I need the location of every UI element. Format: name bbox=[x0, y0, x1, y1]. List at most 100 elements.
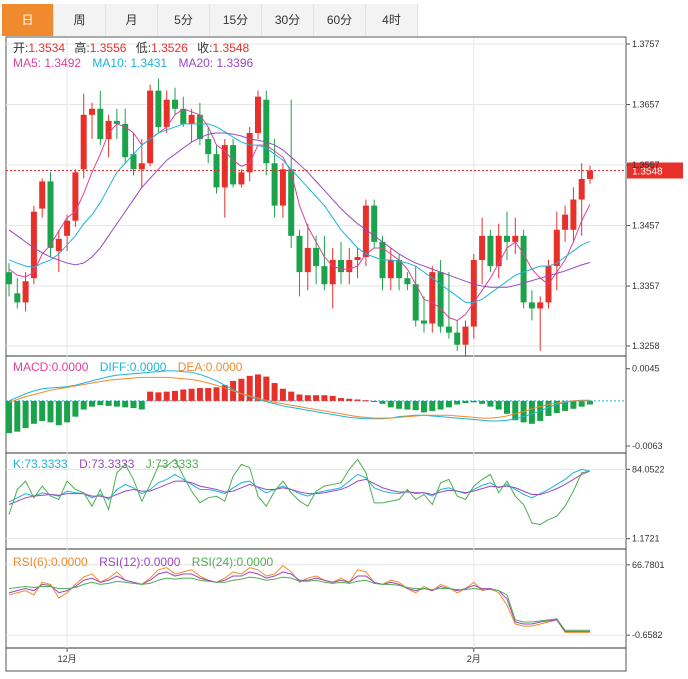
candle-body bbox=[172, 99, 178, 109]
low-value: 1.3526 bbox=[151, 41, 188, 55]
macd-bar bbox=[39, 400, 46, 421]
ma-readout: MA5: 1.3492 MA10: 1.3431 MA20: 1.3396 bbox=[13, 56, 253, 70]
candle-body bbox=[537, 302, 544, 309]
tab-5min[interactable]: 5分 bbox=[158, 4, 210, 36]
candle-body bbox=[528, 302, 535, 309]
candle-body bbox=[470, 260, 477, 327]
d-line bbox=[8, 470, 591, 505]
macd-bar bbox=[271, 383, 278, 401]
macd-bar bbox=[445, 400, 452, 408]
candle-body bbox=[105, 120, 112, 140]
candle-body bbox=[304, 247, 311, 273]
high-value: 1.3556 bbox=[90, 41, 127, 55]
ma20-readout: MA20: 1.3396 bbox=[178, 56, 253, 70]
tab-15min[interactable]: 15分 bbox=[210, 4, 262, 36]
macd-bar bbox=[30, 400, 37, 424]
candle-body bbox=[296, 235, 303, 273]
candle-body bbox=[80, 114, 87, 170]
y-tick-label: 1.1721 bbox=[632, 534, 660, 544]
candle-body bbox=[163, 99, 170, 127]
y-tick-label: 1.3258 bbox=[632, 341, 660, 351]
candle-body bbox=[122, 123, 129, 158]
rsi-line bbox=[8, 576, 590, 631]
candle-body bbox=[578, 178, 585, 200]
candle-body bbox=[64, 220, 71, 236]
candle-body bbox=[180, 108, 187, 124]
tab-month[interactable]: 月 bbox=[106, 4, 158, 36]
candle-body bbox=[205, 139, 212, 155]
rsi-panel bbox=[8, 564, 590, 633]
high-label: 高: bbox=[74, 40, 89, 55]
macd-bar bbox=[89, 400, 95, 407]
macd-bar bbox=[346, 398, 353, 401]
macd-bar bbox=[288, 391, 295, 401]
candle-body bbox=[396, 260, 403, 279]
candle-body bbox=[479, 235, 486, 261]
candle-body bbox=[55, 238, 62, 251]
macd-bar bbox=[64, 400, 71, 423]
macd-bar bbox=[512, 400, 519, 421]
tab-week[interactable]: 周 bbox=[54, 4, 106, 36]
tab-4hour[interactable]: 4时 bbox=[366, 4, 418, 36]
tab-day[interactable]: 日 bbox=[2, 4, 54, 36]
macd-bar bbox=[55, 400, 62, 426]
macd-bar bbox=[504, 400, 510, 414]
macd-readout: MACD:0.0000 DIFF:0.0000 DEA:0.0000 bbox=[13, 360, 243, 374]
macd-bar bbox=[255, 374, 261, 401]
macd-bar bbox=[570, 400, 577, 409]
y-tick-label: -0.0063 bbox=[632, 441, 663, 451]
candle-body bbox=[14, 293, 21, 303]
kdj-panel bbox=[8, 458, 591, 526]
period-tabbar: 日 周 月 5分 15分 30分 60分 4时 bbox=[2, 4, 418, 36]
tab-30min[interactable]: 30分 bbox=[262, 4, 314, 36]
macd-bar bbox=[379, 400, 386, 404]
macd-bar bbox=[238, 378, 245, 401]
candle-body bbox=[346, 260, 353, 273]
candle-body bbox=[6, 272, 12, 285]
candle-body bbox=[512, 235, 519, 242]
candle-body bbox=[22, 281, 29, 303]
rsi-line bbox=[8, 571, 590, 632]
candle-body bbox=[288, 169, 295, 236]
candle-body bbox=[387, 260, 394, 279]
macd-bar bbox=[545, 400, 552, 416]
macd-bar bbox=[47, 400, 54, 423]
macd-bar bbox=[528, 400, 535, 424]
candle-body bbox=[321, 266, 328, 285]
macd-bar bbox=[213, 387, 220, 401]
macd-bar bbox=[495, 400, 502, 410]
macd-bar bbox=[138, 400, 145, 410]
macd-bar bbox=[313, 395, 320, 401]
macd-bar bbox=[437, 400, 444, 410]
macd-bar bbox=[246, 375, 253, 401]
candle-body bbox=[246, 132, 253, 173]
macd-bar bbox=[404, 400, 411, 410]
k-value: K:73.3333 bbox=[13, 457, 68, 471]
candle-body bbox=[371, 205, 378, 242]
candle-body bbox=[354, 257, 361, 261]
macd-bar bbox=[354, 399, 361, 401]
macd-bar bbox=[72, 400, 79, 417]
macd-bar bbox=[479, 400, 486, 404]
k-line bbox=[8, 468, 591, 503]
candle-body bbox=[39, 181, 46, 209]
close-label: 收: bbox=[197, 41, 212, 55]
macd-bar bbox=[122, 400, 129, 408]
diff-value: DIFF:0.0000 bbox=[100, 360, 167, 374]
macd-bar bbox=[205, 388, 212, 401]
macd-bar bbox=[14, 400, 21, 432]
macd-bar bbox=[304, 395, 311, 401]
candle-body bbox=[213, 154, 220, 188]
tab-60min[interactable]: 60分 bbox=[314, 4, 366, 36]
axes: 1.3757 1.3657 1.3557 1.3457 1.3357 1.3258 12月 2… bbox=[58, 39, 665, 664]
macd-bar bbox=[362, 400, 369, 402]
candle-body bbox=[271, 163, 278, 206]
macd-bar bbox=[22, 400, 29, 429]
macd-bar bbox=[396, 400, 403, 409]
candle-body bbox=[97, 108, 104, 140]
candle-body bbox=[338, 260, 344, 273]
macd-bar bbox=[263, 376, 270, 401]
candle-body bbox=[263, 99, 270, 164]
macd-bar bbox=[172, 390, 178, 401]
